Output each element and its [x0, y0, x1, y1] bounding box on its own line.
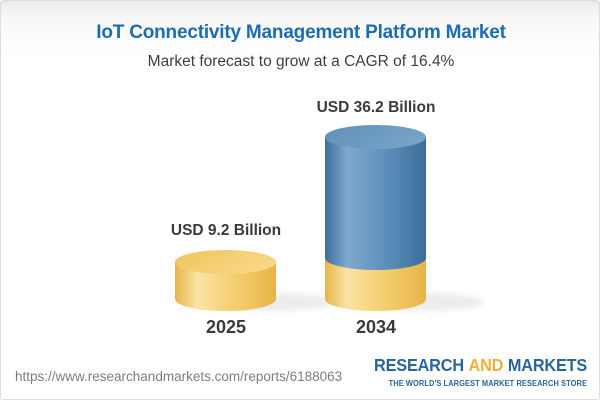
logo-tagline: THE WORLD'S LARGEST MARKET RESEARCH STOR… [388, 379, 587, 388]
logo-word-markets: MARKETS [507, 355, 587, 375]
report-url: https://www.researchandmarkets.com/repor… [15, 369, 343, 384]
bar-2034 [325, 125, 426, 311]
bar-2025 [175, 250, 276, 311]
value-label-2034: USD 36.2 Billion [316, 99, 436, 116]
page-title: IoT Connectivity Management Platform Mar… [96, 22, 506, 43]
bar-2034-top-segment [325, 137, 426, 258]
logo-wordmark: RESEARCH AND MARKETS [374, 355, 587, 376]
category-label-2025: 2025 [205, 317, 247, 337]
logo-word-and: AND [468, 355, 504, 375]
value-label-2025: USD 9.2 Billion [170, 222, 282, 239]
logo-word-research: RESEARCH [373, 355, 464, 375]
research-and-markets-logo: RESEARCH AND MARKETS THE WORLD'S LARGEST… [374, 355, 587, 388]
category-label-2034: 2034 [355, 317, 397, 337]
page-subtitle: Market forecast to grow at a CAGR of 16.… [147, 53, 455, 70]
